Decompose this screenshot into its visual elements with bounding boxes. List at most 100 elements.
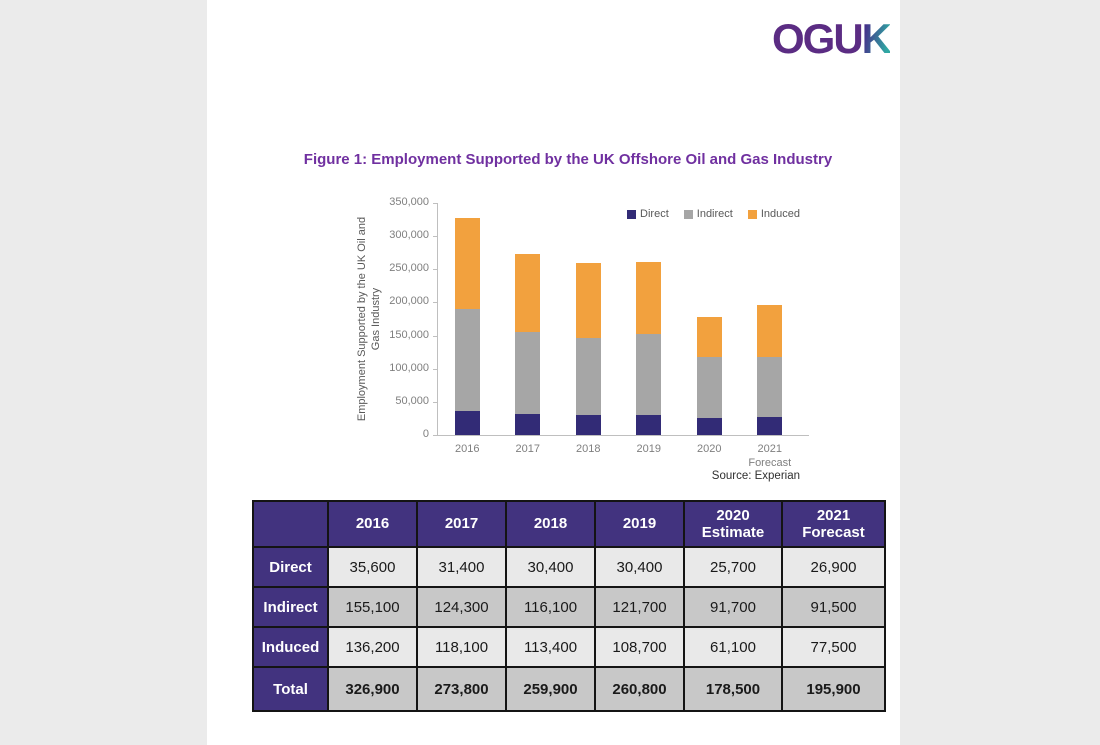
legend-item-induced: Induced [747, 208, 800, 220]
y-axis-tick-mark [433, 335, 437, 337]
logo-text-main: OGU [771, 15, 864, 62]
table-cell: 91,700 [683, 586, 783, 628]
bar-segment-direct [575, 414, 601, 435]
y-axis-line [437, 203, 438, 435]
bar-segment-indirect [636, 334, 662, 415]
table-row-direct: Direct 35,600 31,400 30,400 30,400 25,700 26,9… [252, 546, 886, 588]
bar-stack [558, 203, 619, 435]
bar-segment-induced [636, 262, 662, 335]
bar-segment-direct [757, 417, 783, 435]
table-cell: 31,400 [416, 546, 507, 588]
direct-swatch-icon [627, 209, 637, 219]
row-label: Induced [252, 626, 329, 668]
bar-segment-induced [757, 305, 783, 357]
table-row-indirect: Indirect 155,100 124,300 116,100 121,700 91,7… [252, 586, 886, 628]
table-header-cell: 2018 [505, 500, 596, 548]
bar-segment-direct [636, 414, 662, 435]
legend-item-indirect: Indirect [683, 208, 733, 220]
x-axis-label: 2020 [697, 443, 722, 455]
indirect-swatch-icon [683, 209, 693, 219]
table-cell: 91,500 [781, 586, 886, 628]
y-axis-tick-mark [433, 401, 437, 403]
bar-segment-induced [454, 218, 480, 309]
bar-segment-indirect [454, 308, 480, 412]
table-cell: 113,400 [505, 626, 596, 668]
bar-stack [498, 203, 559, 435]
bar-segment-indirect [696, 357, 722, 418]
bar-segment-indirect [757, 356, 783, 418]
bar-segment-induced [515, 253, 541, 332]
x-axis-label: 2021 Forecast [748, 443, 792, 469]
table-cell: 155,100 [327, 586, 418, 628]
y-axis-tick-mark [433, 203, 437, 204]
y-axis-tick-label: 100,000 [389, 361, 429, 374]
legend-label: Indirect [696, 208, 733, 220]
x-axis-line [437, 435, 809, 436]
table-cell: 136,200 [327, 626, 418, 668]
table-cell: 326,900 [327, 666, 418, 712]
x-axis-label: 2018 [576, 443, 601, 455]
y-axis-tick-mark [433, 236, 437, 238]
y-axis-tick-mark [433, 302, 437, 304]
table-header-cell: 2020 Estimate [683, 500, 783, 548]
bar-segment-direct [454, 411, 480, 435]
y-axis-tick-label: 150,000 [389, 328, 429, 341]
y-axis-tick-label: 250,000 [389, 262, 429, 275]
x-axis-label: 2016 [455, 443, 480, 455]
table-cell: 77,500 [781, 626, 886, 668]
bar-stack [740, 203, 801, 435]
legend-item-direct: Direct [627, 208, 669, 220]
logo-text-accent: K [861, 15, 892, 62]
x-axis-label: 2017 [515, 443, 540, 455]
oguk-logo: OGUK [771, 15, 892, 62]
table-header-cell [252, 500, 329, 548]
y-axis-tick-label: 50,000 [395, 394, 429, 407]
induced-swatch-icon [747, 209, 757, 219]
data-table: 2016 2017 2018 2019 2020 Estimate 2021 Foreca… [252, 500, 886, 712]
bar-segment-indirect [575, 337, 601, 415]
table-cell: 259,900 [505, 666, 596, 712]
chart-source: Source: Experian [711, 470, 800, 482]
y-axis-tick-mark [433, 368, 437, 370]
row-label: Total [252, 666, 329, 712]
legend-label: Induced [760, 208, 800, 220]
table-cell: 35,600 [327, 546, 418, 588]
table-row-total: Total 326,900 273,800 259,900 260,800 178,500… [252, 666, 886, 712]
table-cell: 260,800 [594, 666, 685, 712]
chart-legend: Direct Indirect Induced [627, 208, 800, 220]
bar-segment-induced [696, 316, 722, 358]
table-cell: 124,300 [416, 586, 507, 628]
table-header-cell: 2019 [594, 500, 685, 548]
bar-stack [679, 203, 740, 435]
table-cell: 195,900 [781, 666, 886, 712]
table-cell: 178,500 [683, 666, 783, 712]
table-header-row: 2016 2017 2018 2019 2020 Estimate 2021 Foreca… [252, 500, 886, 548]
x-axis-label: 2019 [636, 443, 661, 455]
table-header-cell: 2021 Forecast [781, 500, 886, 548]
bar-segment-induced [575, 262, 601, 338]
table-cell: 121,700 [594, 586, 685, 628]
table-cell: 25,700 [683, 546, 783, 588]
y-axis-tick-label: 0 [422, 428, 429, 440]
bar-segment-indirect [515, 331, 541, 415]
table-cell: 116,100 [505, 586, 596, 628]
table-cell: 30,400 [594, 546, 685, 588]
y-axis-tick-label: 200,000 [389, 295, 429, 308]
table-cell: 118,100 [416, 626, 507, 668]
y-axis-tick-mark [433, 269, 437, 271]
table-header-cell: 2017 [416, 500, 507, 548]
paper: OGUK Figure 1: Employment Supported by t… [207, 0, 900, 745]
y-axis-tick-mark [433, 435, 437, 436]
table-cell: 61,100 [683, 626, 783, 668]
legend-label: Direct [640, 208, 669, 220]
table-row-induced: Induced 136,200 118,100 113,400 108,700 61,10… [252, 626, 886, 668]
table-header-cell: 2016 [327, 500, 418, 548]
table-cell: 30,400 [505, 546, 596, 588]
bar-segment-direct [515, 414, 541, 435]
bar-stack [619, 203, 680, 435]
table-cell: 108,700 [594, 626, 685, 668]
bar-stack [437, 203, 498, 435]
y-axis-tick-label: 300,000 [389, 229, 429, 242]
bar-segment-direct [696, 417, 722, 435]
